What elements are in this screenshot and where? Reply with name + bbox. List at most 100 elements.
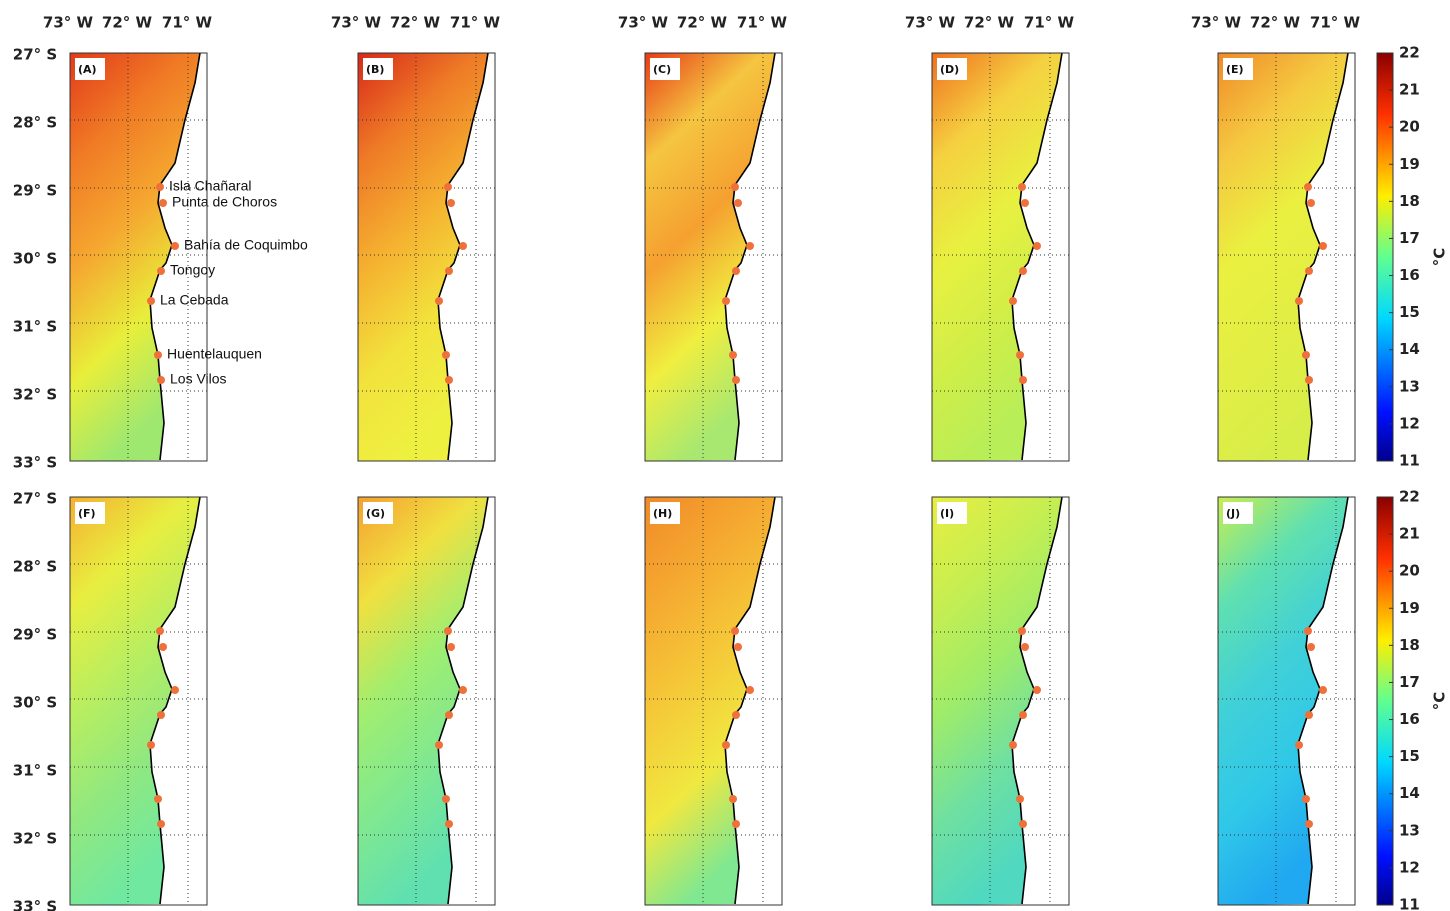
ocean xyxy=(645,53,775,461)
site-marker xyxy=(1019,820,1027,828)
site-marker xyxy=(1033,242,1041,250)
latitude-label: 29° S xyxy=(13,626,57,644)
coastline xyxy=(1297,496,1349,905)
frame xyxy=(644,52,783,462)
latitude-label: 32° S xyxy=(13,386,57,404)
frame xyxy=(931,496,1070,906)
site-marker xyxy=(1304,627,1312,635)
coastline xyxy=(1297,52,1349,461)
longitude-label: 72° W xyxy=(390,14,441,32)
site-marker xyxy=(445,820,453,828)
site-marker xyxy=(1319,242,1327,250)
site-marker xyxy=(1302,351,1310,359)
site-marker xyxy=(459,242,467,250)
colorbar-tick-label: 19 xyxy=(1399,599,1420,617)
colorbar-tick-label: 14 xyxy=(1399,784,1420,802)
map-panel: (C) xyxy=(644,52,783,462)
colorbar xyxy=(1376,52,1394,462)
coastline xyxy=(724,496,776,905)
land xyxy=(725,497,782,905)
site-marker xyxy=(722,741,730,749)
colorbar-unit: °C xyxy=(1431,248,1449,267)
ocean xyxy=(1218,53,1348,461)
site-marker xyxy=(445,267,453,275)
frame xyxy=(1217,52,1356,462)
colorbar-tick-label: 21 xyxy=(1399,81,1420,99)
coastline xyxy=(1011,52,1063,461)
site-name: Huentelauquen xyxy=(167,346,262,362)
coastline xyxy=(149,496,201,905)
site-marker xyxy=(157,376,165,384)
colorbar-tick-label: 18 xyxy=(1399,192,1420,210)
colorbar-tick-label: 11 xyxy=(1399,452,1420,470)
site-marker xyxy=(157,711,165,719)
colorbar-tick-label: 12 xyxy=(1399,414,1420,432)
site-marker xyxy=(746,686,754,694)
longitude-label: 73° W xyxy=(905,14,956,32)
coastline xyxy=(724,52,776,461)
colorbar-tick-label: 12 xyxy=(1399,858,1420,876)
frame xyxy=(1217,496,1356,906)
colorbar-unit: °C xyxy=(1431,692,1449,711)
site-marker xyxy=(435,741,443,749)
colorbar-tick-label: 16 xyxy=(1399,710,1420,728)
map-panel: (G) xyxy=(357,496,496,906)
panel-label: (I) xyxy=(940,507,954,520)
colorbar-tick-label: 21 xyxy=(1399,525,1420,543)
site-marker xyxy=(732,376,740,384)
longitude-label: 73° W xyxy=(618,14,669,32)
map-panel: (J) xyxy=(1217,496,1356,906)
panel-label-box xyxy=(75,58,105,80)
latitude-label: 27° S xyxy=(13,490,57,508)
land xyxy=(1012,53,1069,461)
land xyxy=(150,53,207,461)
land xyxy=(438,497,495,905)
site-marker xyxy=(1319,686,1327,694)
site-marker xyxy=(729,351,737,359)
panel-label: (B) xyxy=(366,63,384,76)
panel-label-box xyxy=(1223,58,1253,80)
frame xyxy=(69,496,208,906)
frame xyxy=(644,496,783,906)
site-marker xyxy=(1305,820,1313,828)
site-marker xyxy=(1304,183,1312,191)
site-marker xyxy=(1019,376,1027,384)
site-marker xyxy=(1302,795,1310,803)
colorbar xyxy=(1376,496,1394,906)
ocean xyxy=(358,53,488,461)
site-marker xyxy=(445,376,453,384)
colorbar-tick-label: 13 xyxy=(1399,821,1420,839)
site-marker xyxy=(445,711,453,719)
panel-label-box xyxy=(937,58,967,80)
coastline xyxy=(437,52,489,461)
longitude-label: 73° W xyxy=(43,14,94,32)
site-marker xyxy=(159,199,167,207)
latitude-label: 28° S xyxy=(13,114,57,132)
site-marker xyxy=(1019,267,1027,275)
site-marker xyxy=(1009,297,1017,305)
map-panel: (E) xyxy=(1217,52,1356,462)
panel-label-box xyxy=(75,502,105,524)
frame xyxy=(931,52,1070,462)
site-marker xyxy=(732,820,740,828)
ocean xyxy=(932,497,1062,905)
site-marker xyxy=(734,199,742,207)
colorbar-tick-label: 18 xyxy=(1399,636,1420,654)
site-marker xyxy=(732,267,740,275)
site-marker xyxy=(1305,711,1313,719)
site-marker xyxy=(1307,199,1315,207)
site-name: Isla Chañaral xyxy=(169,178,252,194)
longitude-label: 72° W xyxy=(964,14,1015,32)
site-marker xyxy=(1016,795,1024,803)
site-marker xyxy=(171,686,179,694)
site-marker xyxy=(442,351,450,359)
site-marker xyxy=(447,199,455,207)
site-name: Los Vilos xyxy=(170,371,227,387)
map-panel: (F) xyxy=(69,496,208,906)
site-marker xyxy=(459,686,467,694)
site-name: Bahía de Coquimbo xyxy=(184,237,308,253)
longitude-label: 72° W xyxy=(1250,14,1301,32)
site-marker xyxy=(1305,376,1313,384)
longitude-label: 71° W xyxy=(1310,14,1361,32)
